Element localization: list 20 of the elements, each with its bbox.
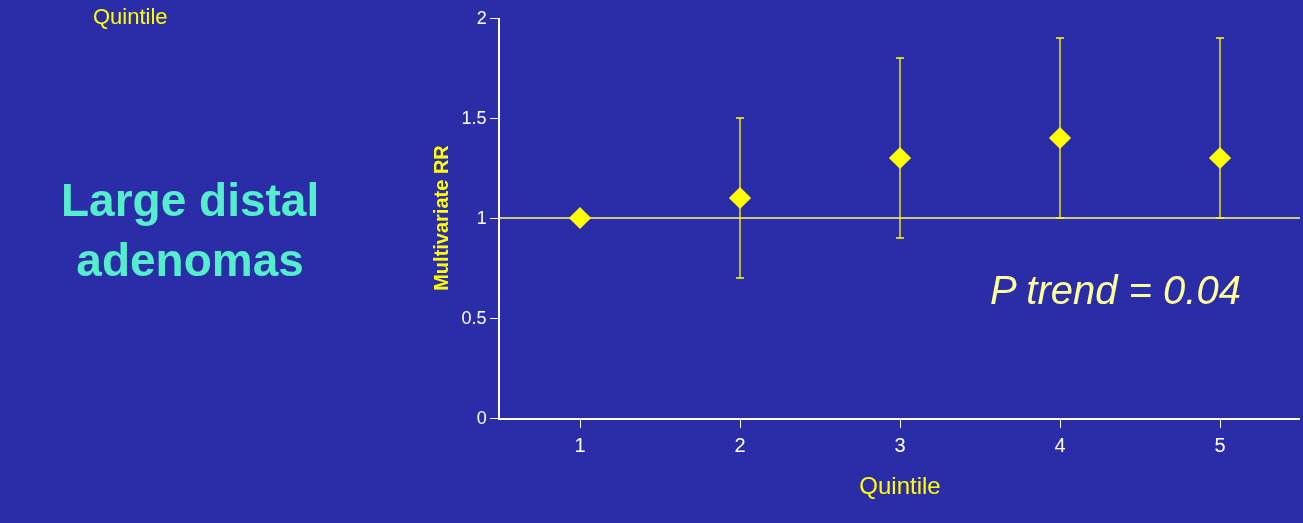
text: Quintile xyxy=(93,4,168,29)
text: Large distal adenomas xyxy=(61,174,320,286)
x-tick-label: 1 xyxy=(574,433,586,456)
x-tick-label: 5 xyxy=(1214,433,1226,456)
y-tick-label: 0.5 xyxy=(461,308,487,329)
y-tick-label: 1.5 xyxy=(461,108,487,129)
y-tick-label: 1 xyxy=(476,208,487,229)
point xyxy=(1048,126,1072,150)
y-tick-label: 0 xyxy=(476,408,487,429)
point xyxy=(888,146,912,170)
y-axis-title: Multivariate RR xyxy=(429,144,452,291)
y-tick-label: 2 xyxy=(476,8,487,29)
annotation: P trend = 0.04 xyxy=(990,268,1241,312)
x-tick-label: 3 xyxy=(894,433,906,456)
point xyxy=(728,186,752,210)
x-tick-label: 4 xyxy=(1054,433,1066,456)
x-tick-label: 2 xyxy=(734,433,746,456)
point xyxy=(568,206,592,230)
x-axis-title: Quintile xyxy=(859,471,941,499)
point xyxy=(1208,146,1232,170)
